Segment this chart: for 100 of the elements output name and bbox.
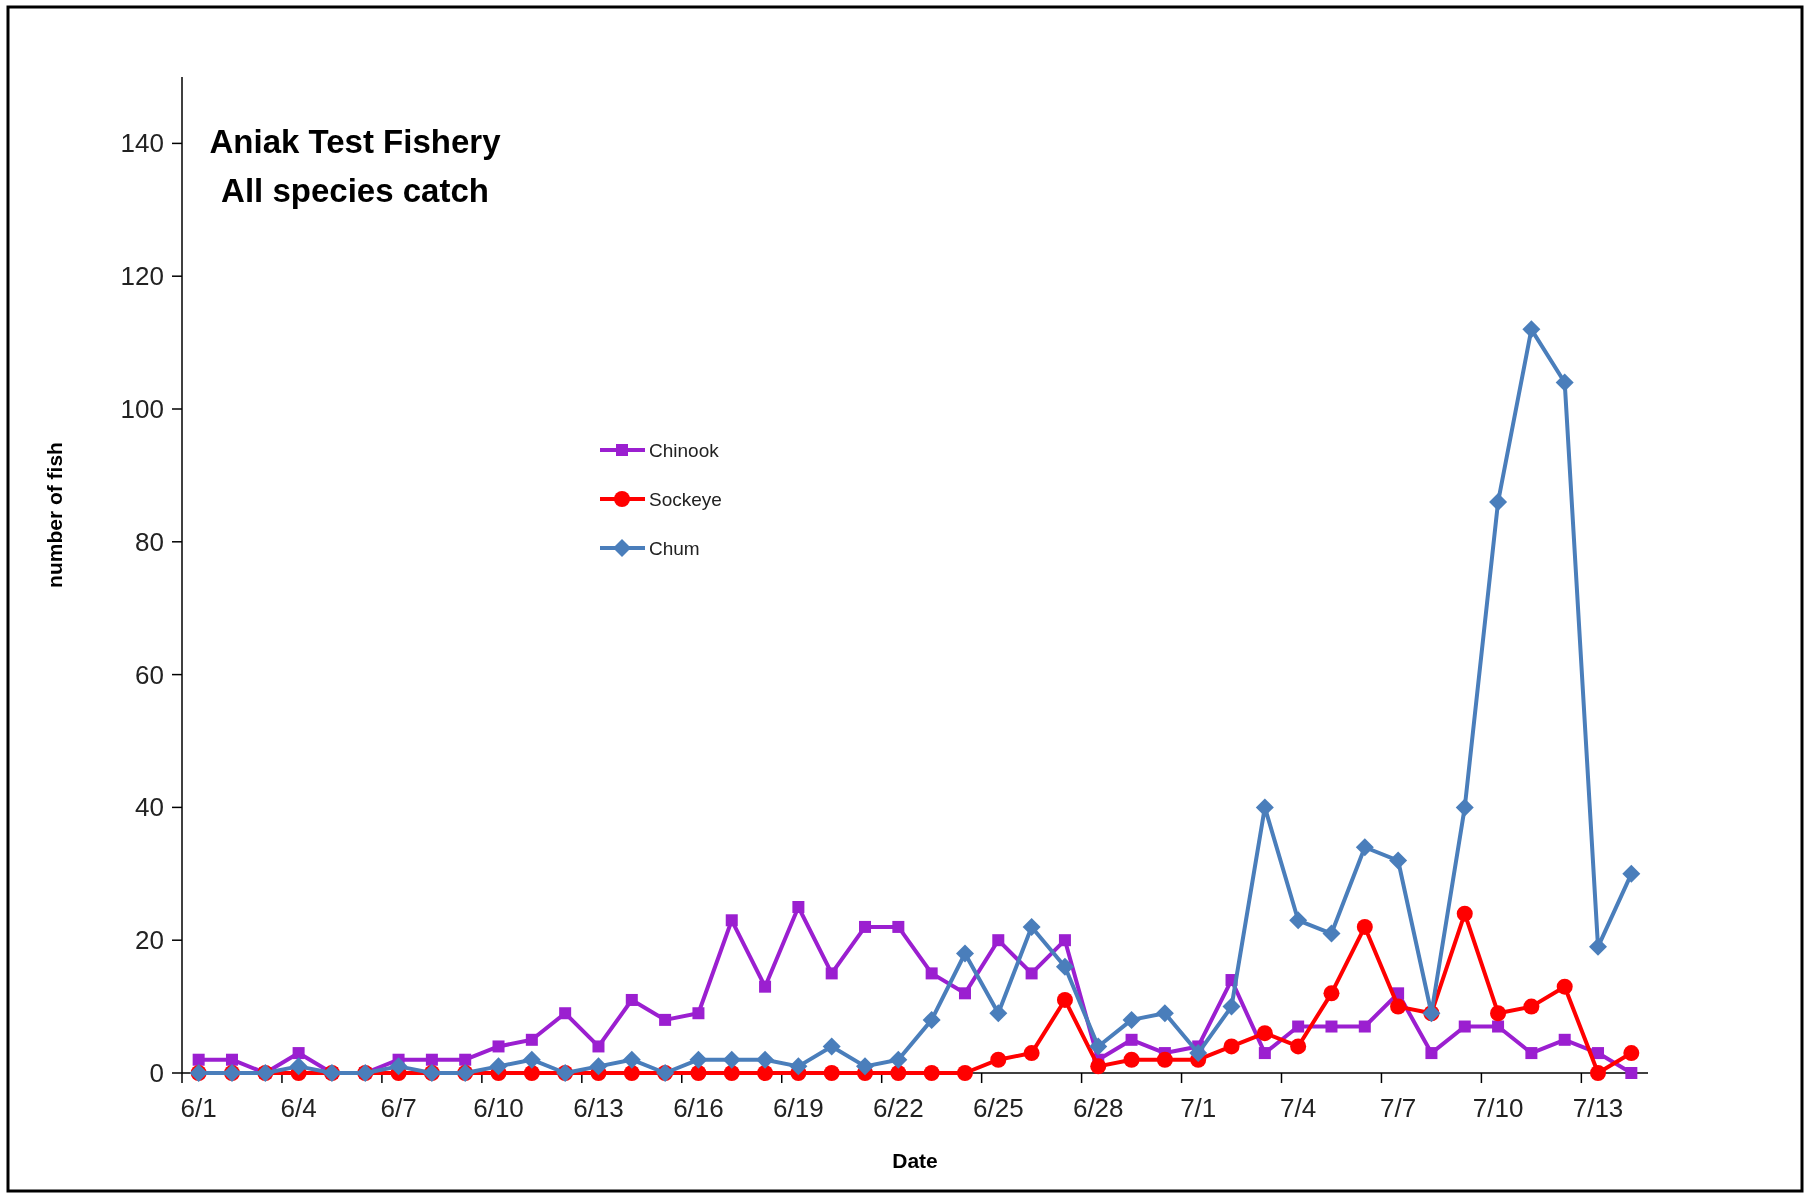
point [1025, 967, 1038, 980]
point [792, 901, 805, 913]
point [1590, 1065, 1607, 1081]
point [892, 920, 905, 933]
x-tick-label: 7/1 [1180, 1093, 1217, 1123]
point [723, 1065, 740, 1081]
x-tick-label: 7/10 [1472, 1093, 1524, 1123]
point [1055, 957, 1074, 976]
point [989, 1004, 1008, 1023]
point [1558, 1033, 1571, 1046]
point [1522, 320, 1541, 339]
point [859, 920, 872, 933]
point [759, 980, 772, 993]
point [1625, 1067, 1638, 1079]
y-tick-label: 0 [149, 1058, 164, 1088]
point [725, 914, 738, 927]
point [1125, 1033, 1138, 1046]
point [856, 1057, 875, 1076]
point [889, 1050, 908, 1069]
point [1223, 1038, 1240, 1055]
point [623, 1065, 640, 1081]
point [225, 1053, 238, 1066]
point [1123, 1051, 1140, 1068]
legend-label: Chinook [649, 439, 720, 461]
y-tick-label: 100 [120, 394, 164, 424]
point [1455, 798, 1474, 817]
point [522, 1050, 541, 1069]
point [459, 1053, 472, 1066]
point [289, 1057, 308, 1076]
point [1356, 918, 1373, 935]
point [1622, 864, 1641, 883]
point [1023, 1045, 1040, 1062]
x-tick-label: 6/1 [180, 1093, 217, 1123]
y-tick-label: 20 [135, 925, 164, 956]
point [1623, 1045, 1640, 1062]
point [925, 967, 938, 980]
point [789, 1057, 808, 1076]
point [425, 1053, 438, 1066]
x-tick-label: 6/22 [873, 1093, 924, 1123]
point [659, 1013, 672, 1026]
point [922, 1010, 941, 1029]
point [1490, 1005, 1507, 1022]
point [1122, 1010, 1141, 1029]
point [1058, 934, 1071, 947]
point [1525, 1047, 1538, 1060]
point [1322, 924, 1341, 943]
point [692, 1007, 705, 1020]
point [589, 1057, 608, 1076]
point [992, 934, 1005, 947]
point [1458, 1020, 1471, 1033]
point [1358, 1020, 1371, 1033]
legend-label: Chum [649, 537, 700, 559]
point [1523, 998, 1540, 1015]
point [923, 1065, 940, 1081]
point [1325, 1020, 1338, 1033]
x-tick-label: 6/13 [573, 1093, 624, 1123]
point [1555, 373, 1574, 392]
point [956, 1065, 973, 1081]
point [1156, 1051, 1173, 1068]
point [722, 1050, 741, 1069]
point [1456, 905, 1473, 922]
point [492, 1040, 505, 1053]
point [1056, 991, 1073, 1008]
legend-label: Sockeye [649, 488, 722, 510]
x-tick-label: 6/10 [473, 1093, 524, 1123]
point [822, 1037, 841, 1056]
point [1323, 985, 1340, 1002]
x-tick-label: 6/25 [972, 1093, 1024, 1123]
point [1556, 978, 1573, 995]
point [1290, 1038, 1307, 1055]
y-tick-label: 140 [120, 128, 164, 159]
point [1292, 1020, 1305, 1033]
x-tick-label: 7/13 [1572, 1093, 1624, 1123]
point [559, 1007, 572, 1020]
text: Aniak Test Fishery [209, 123, 502, 160]
x-tick-label: 6/28 [1072, 1093, 1124, 1123]
point [823, 1065, 840, 1081]
y-tick-label: 120 [120, 261, 164, 292]
text: All species catch [221, 172, 489, 209]
point [389, 1057, 408, 1076]
y-tick-label: 40 [135, 792, 164, 823]
point [1492, 1020, 1505, 1033]
point [525, 1033, 538, 1046]
x-tick-label: 6/7 [380, 1093, 417, 1123]
point [1090, 1058, 1107, 1075]
point [622, 1050, 641, 1069]
point [1489, 492, 1508, 511]
point [1289, 911, 1308, 930]
point [1189, 1044, 1208, 1063]
point [1592, 1047, 1605, 1060]
y-axis-title: number of fish [43, 442, 66, 588]
point [1389, 851, 1408, 870]
point [890, 1065, 907, 1081]
point [690, 1065, 707, 1081]
y-tick-label: 80 [135, 526, 164, 557]
point [1022, 917, 1041, 936]
point [958, 987, 971, 1000]
point [1222, 997, 1241, 1016]
point [1089, 1037, 1108, 1056]
point [825, 967, 838, 980]
